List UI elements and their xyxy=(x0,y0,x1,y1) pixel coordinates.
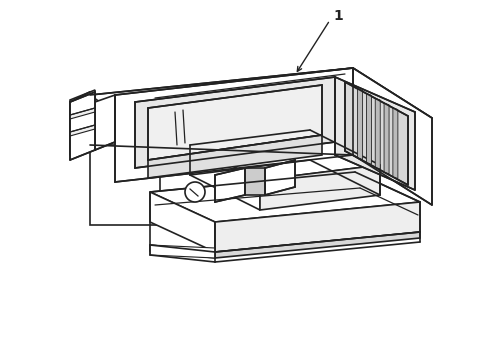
Polygon shape xyxy=(150,245,215,258)
Polygon shape xyxy=(265,160,295,195)
Polygon shape xyxy=(260,165,380,210)
Polygon shape xyxy=(367,94,371,164)
Circle shape xyxy=(185,182,205,202)
Polygon shape xyxy=(115,68,353,182)
Polygon shape xyxy=(358,89,363,159)
Polygon shape xyxy=(90,68,432,145)
Polygon shape xyxy=(135,77,335,168)
Polygon shape xyxy=(335,77,415,190)
Polygon shape xyxy=(70,92,95,160)
Polygon shape xyxy=(70,92,90,155)
Polygon shape xyxy=(70,125,95,136)
Polygon shape xyxy=(393,108,398,179)
Polygon shape xyxy=(148,85,322,160)
Polygon shape xyxy=(190,130,380,180)
Polygon shape xyxy=(95,95,115,150)
Polygon shape xyxy=(150,245,215,258)
Polygon shape xyxy=(90,145,160,225)
Polygon shape xyxy=(245,168,265,195)
Polygon shape xyxy=(70,108,95,119)
Polygon shape xyxy=(215,168,245,202)
Polygon shape xyxy=(375,98,380,169)
Polygon shape xyxy=(150,172,420,222)
Polygon shape xyxy=(345,82,408,185)
Polygon shape xyxy=(70,90,95,108)
Polygon shape xyxy=(150,192,215,252)
Text: 1: 1 xyxy=(333,9,343,23)
Polygon shape xyxy=(353,68,432,205)
Polygon shape xyxy=(384,103,389,174)
Polygon shape xyxy=(215,202,420,252)
Polygon shape xyxy=(215,232,420,258)
Polygon shape xyxy=(70,95,90,155)
Polygon shape xyxy=(190,145,260,210)
Polygon shape xyxy=(148,135,322,178)
